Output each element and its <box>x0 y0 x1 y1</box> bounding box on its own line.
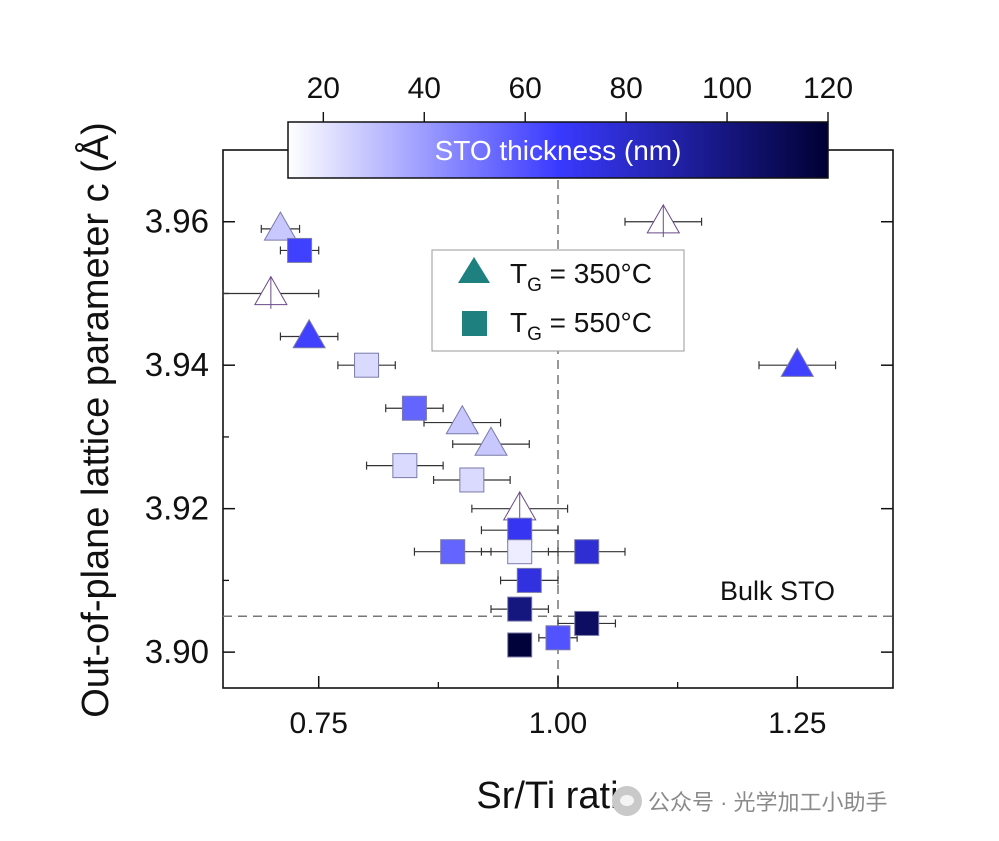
legend-marker-square <box>462 311 487 336</box>
data-point-square <box>354 352 380 378</box>
x-tick-label: 1.00 <box>529 707 587 740</box>
colorbar-tick-label: 40 <box>408 72 441 105</box>
data-point-square <box>401 395 427 421</box>
data-point-triangle <box>263 211 298 241</box>
x-tick-label: 1.25 <box>768 707 826 740</box>
bulk-sto-label: Bulk STO <box>720 576 835 606</box>
y-axis-title: Out-of-plane lattice parameter c (Å) <box>73 122 117 718</box>
colorbar-label: STO thickness (nm) <box>435 135 682 166</box>
data-point-square <box>516 567 542 593</box>
legend-label-350: TG = 350°C <box>510 258 652 296</box>
data-point-square <box>507 517 533 543</box>
data-point-square <box>287 237 313 263</box>
data-point-square <box>574 539 600 565</box>
y-tick-label: 3.92 <box>145 490 209 527</box>
data-point-square <box>507 539 533 565</box>
legend: TG = 350°C TG = 550°C <box>431 249 685 352</box>
data-point-triangle <box>445 404 480 435</box>
colorbar: STO thickness (nm) 20 40 60 80 100 120 <box>287 72 853 179</box>
colorbar-tick-label: 100 <box>702 72 752 105</box>
colorbar-tick-label: 60 <box>509 72 542 105</box>
colorbar-tick-label: 80 <box>609 72 642 105</box>
y-tick-label: 3.90 <box>145 633 209 670</box>
x-tick-label: 0.75 <box>290 707 348 740</box>
wechat-icon <box>612 786 642 816</box>
data-point-square <box>392 453 418 479</box>
colorbar-tick-label: 20 <box>307 72 340 105</box>
data-point-triangle <box>474 426 508 456</box>
legend-label-550: TG = 550°C <box>510 307 652 345</box>
data-point-square <box>507 632 533 658</box>
data-point-triangle <box>780 347 815 377</box>
watermark: 公众号 · 光学加工小助手 <box>612 785 888 817</box>
data-point-square <box>574 610 600 636</box>
y-tick-label: 3.94 <box>145 346 209 383</box>
data-point-square <box>545 625 571 651</box>
data-point-square <box>459 467 485 493</box>
colorbar-tick-label: 120 <box>803 72 853 105</box>
data-point-square <box>507 596 533 622</box>
data-point-triangle <box>292 318 327 349</box>
data-point-square <box>440 539 466 565</box>
y-tick-label: 3.96 <box>145 203 209 240</box>
legend-marker-triangle <box>458 257 490 283</box>
colorbar-gradient <box>287 121 829 179</box>
watermark-text: 公众号 · 光学加工小助手 <box>648 790 888 815</box>
